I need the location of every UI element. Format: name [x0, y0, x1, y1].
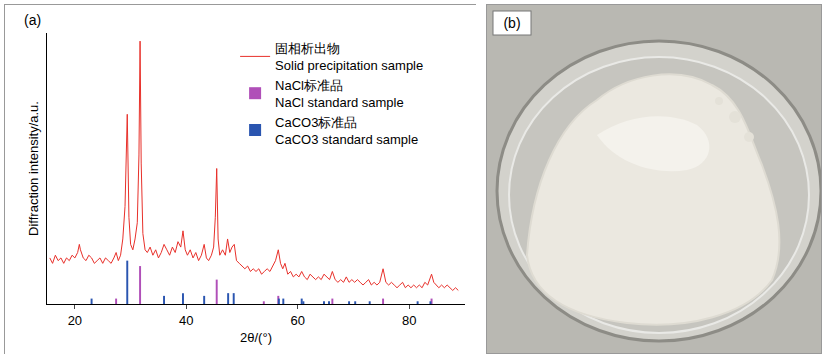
svg-text:固相析出物Solid precipitation sampl: 固相析出物Solid precipitation sample: [275, 41, 423, 73]
svg-text:40: 40: [179, 313, 193, 328]
svg-text:2θ/(°): 2θ/(°): [240, 330, 272, 345]
svg-text:(a): (a): [24, 12, 41, 28]
svg-text:20: 20: [68, 313, 82, 328]
svg-text:Diffraction intensity/a.u.: Diffraction intensity/a.u.: [26, 101, 41, 236]
svg-text:80: 80: [402, 313, 416, 328]
svg-text:NaCl标准品NaCl standard sample: NaCl标准品NaCl standard sample: [275, 78, 404, 110]
svg-text:(b): (b): [503, 15, 520, 31]
svg-text:60: 60: [291, 313, 305, 328]
svg-text:CaCO3标准品CaCO3 standard sample: CaCO3标准品CaCO3 standard sample: [275, 115, 418, 147]
